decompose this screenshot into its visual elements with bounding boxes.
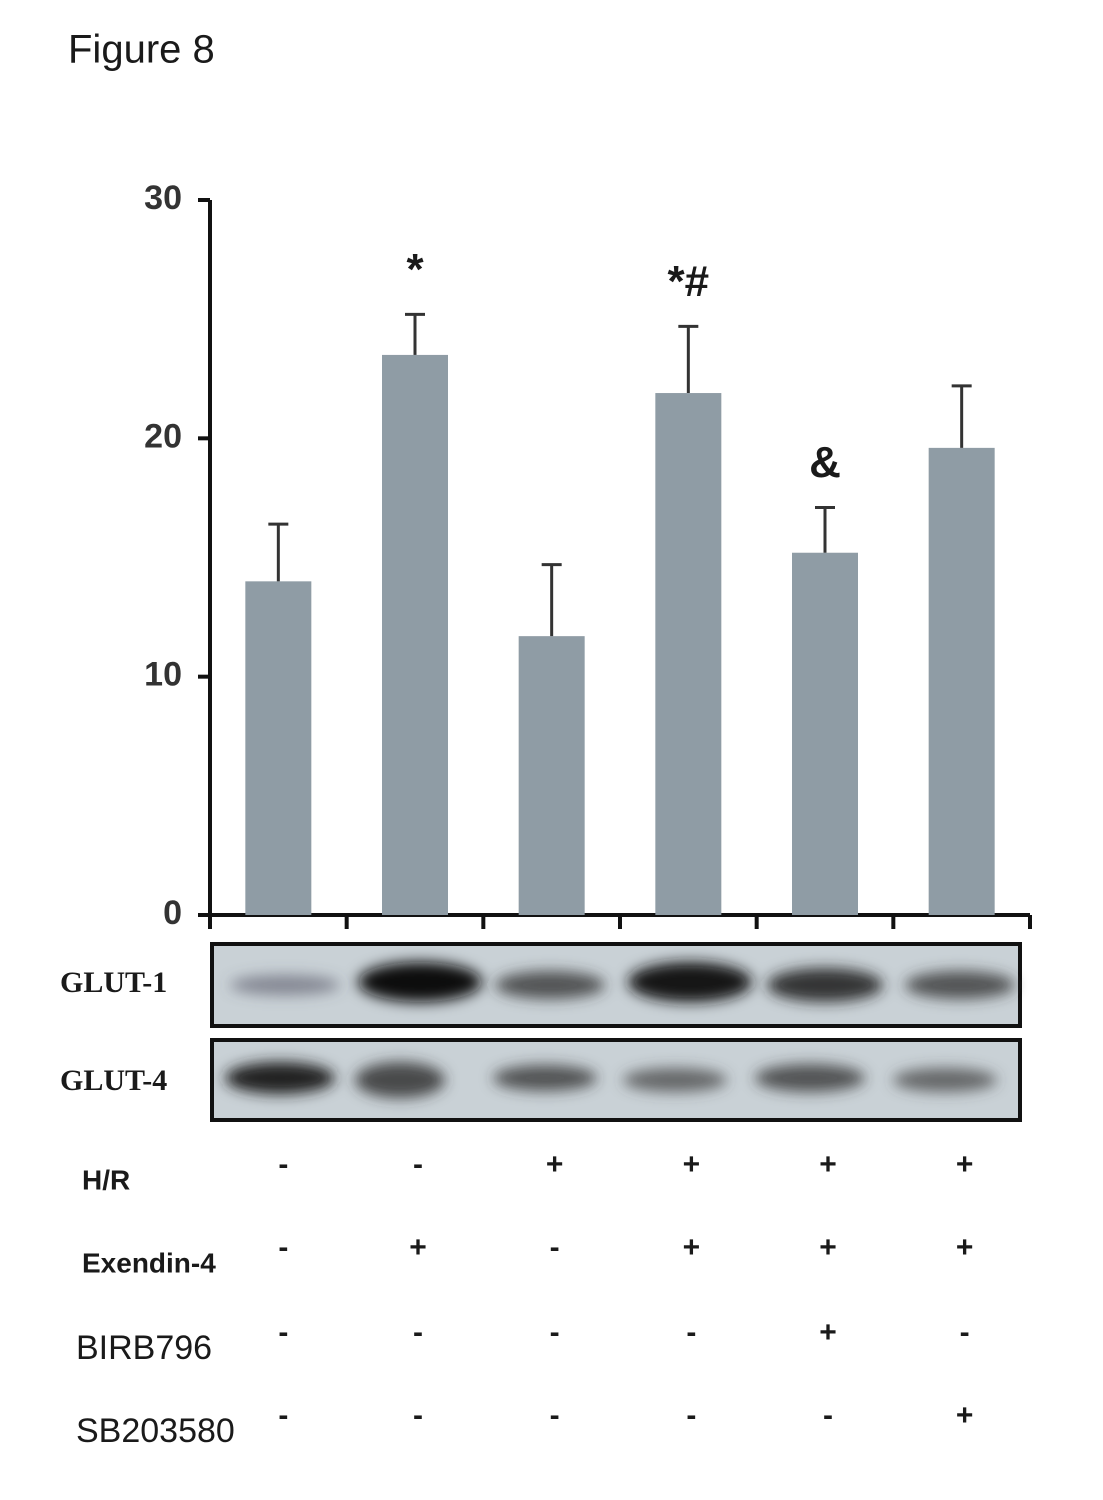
blot-bands <box>230 962 1015 1002</box>
condition-sign: + <box>956 1399 974 1432</box>
condition-sign: - <box>278 1231 288 1264</box>
condition-sign: - <box>278 1399 288 1432</box>
condition-sign: - <box>413 1148 423 1181</box>
condition-sign: - <box>278 1316 288 1349</box>
blot-box <box>210 942 1022 1028</box>
y-tick-label: 10 <box>144 656 182 694</box>
annotation: & <box>809 438 841 487</box>
condition-sign: + <box>956 1231 974 1264</box>
condition-sign: + <box>956 1148 974 1181</box>
condition-label: BIRB796 <box>76 1329 212 1367</box>
condition-label: SB203580 <box>76 1412 235 1450</box>
condition-sign: + <box>683 1148 701 1181</box>
bar <box>518 636 585 915</box>
blot-images <box>210 942 1022 1122</box>
blot-label: GLUT-4 <box>60 1064 167 1097</box>
figure-title: Figure 8 <box>68 28 215 72</box>
condition-sign: - <box>686 1316 696 1349</box>
bar <box>792 552 858 915</box>
y-tick-label: 20 <box>144 417 182 455</box>
y-tick-label: 0 <box>163 894 182 932</box>
bar <box>245 581 312 915</box>
condition-sign: - <box>550 1231 560 1264</box>
condition-sign: + <box>546 1148 564 1181</box>
annotation: *# <box>668 257 710 306</box>
condition-sign: + <box>819 1316 837 1349</box>
condition-sign: - <box>960 1316 970 1349</box>
bar <box>655 393 722 915</box>
condition-label: H/R <box>82 1164 130 1195</box>
condition-sign: + <box>683 1231 701 1264</box>
condition-sign: + <box>819 1231 837 1264</box>
condition-sign: - <box>413 1316 423 1349</box>
condition-sign: - <box>550 1399 560 1432</box>
annotation: * <box>406 245 424 294</box>
y-tick-label: 30 <box>144 179 182 217</box>
condition-sign: - <box>686 1399 696 1432</box>
blot-box <box>210 1038 1022 1122</box>
condition-sign: - <box>278 1148 288 1181</box>
blot-label: GLUT-1 <box>60 966 167 999</box>
bar <box>382 354 448 916</box>
condition-sign: + <box>409 1231 427 1264</box>
bar <box>928 447 995 915</box>
condition-sign: - <box>823 1399 833 1432</box>
condition-sign: - <box>413 1399 423 1432</box>
blot-bands <box>225 1062 997 1098</box>
condition-sign: + <box>819 1148 837 1181</box>
condition-sign: - <box>550 1316 560 1349</box>
condition-label: Exendin-4 <box>82 1247 216 1278</box>
